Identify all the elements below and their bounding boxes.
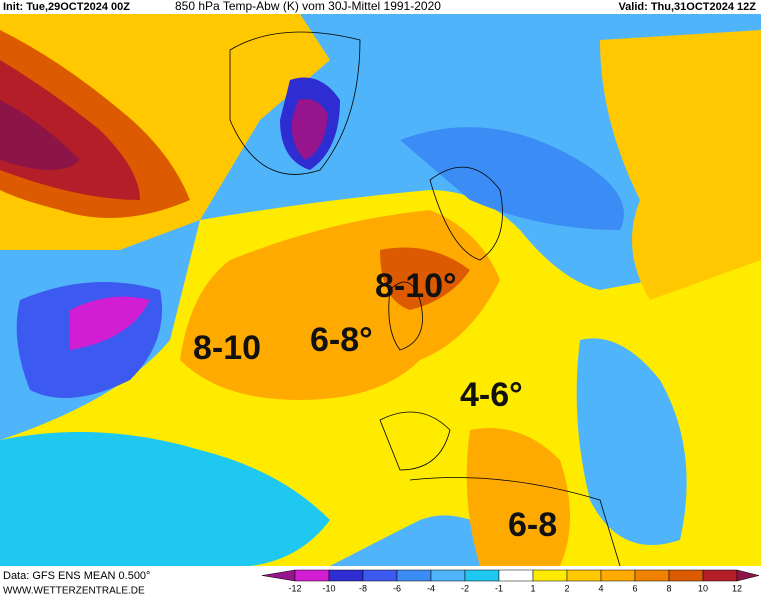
colorbar-label: 8 bbox=[666, 583, 671, 593]
field-hot-max bbox=[0, 100, 80, 170]
annotation: 8-10° bbox=[375, 267, 457, 305]
colorbar-label: 1 bbox=[530, 583, 535, 593]
greenland-coast bbox=[229, 31, 361, 175]
colorbar-label: -6 bbox=[393, 583, 401, 593]
annotation: 8-10 bbox=[193, 329, 261, 367]
africa-coast bbox=[409, 477, 621, 567]
colorbar-swatch bbox=[668, 569, 704, 582]
field-cool-east-med bbox=[576, 338, 687, 545]
colorbar-swatch bbox=[328, 569, 364, 582]
colorbar-label: 2 bbox=[564, 583, 569, 593]
colorbar-label: -1 bbox=[495, 583, 503, 593]
colorbar-label: 4 bbox=[598, 583, 603, 593]
map-title: 850 hPa Temp-Abw (K) vom 30J-Mittel 1991… bbox=[175, 0, 441, 13]
scandinavia-coast bbox=[429, 166, 503, 261]
init-time: Init: Tue,29OCT2024 00Z bbox=[3, 1, 130, 13]
colorbar-swatch bbox=[566, 569, 602, 582]
colorbar-label: -12 bbox=[288, 583, 301, 593]
colorbar-swatch bbox=[634, 569, 670, 582]
website: WWW.WETTERZENTRALE.DE bbox=[3, 586, 145, 597]
colorbar-swatch bbox=[464, 569, 500, 582]
colorbar-label: 10 bbox=[698, 583, 708, 593]
colorbar-label: -10 bbox=[322, 583, 335, 593]
data-source: Data: GFS ENS MEAN 0.500° bbox=[3, 570, 150, 582]
colorbar-label: 6 bbox=[632, 583, 637, 593]
iberia-coast bbox=[379, 411, 451, 471]
field-cold-core bbox=[70, 296, 150, 350]
colorbar-swatch bbox=[396, 569, 432, 582]
colorbar-label: -4 bbox=[427, 583, 435, 593]
header-bar bbox=[0, 0, 761, 14]
colorbar-swatch bbox=[294, 569, 330, 582]
uk-coast bbox=[388, 281, 423, 351]
colorbar-label: -8 bbox=[359, 583, 367, 593]
colorbar-swatch bbox=[702, 569, 738, 582]
colorbar-swatch bbox=[498, 569, 534, 582]
annotation: 6-8° bbox=[310, 321, 373, 359]
colorbar-swatch bbox=[430, 569, 466, 582]
coastlines bbox=[229, 31, 621, 567]
colorbar-label: 12 bbox=[732, 583, 742, 593]
colorbar-swatch bbox=[532, 569, 568, 582]
map: 8-10° 8-10 6-8° 4-6° 6-8 bbox=[0, 14, 761, 567]
colorbar-label: -2 bbox=[461, 583, 469, 593]
field-hot-north-sea bbox=[380, 247, 470, 310]
colorbar: -12 -10 -8 -6 -4 -2 -1 1 2 4 6 8 10 12 bbox=[261, 569, 760, 593]
colorbar-swatch bbox=[600, 569, 636, 582]
annotation: 4-6° bbox=[460, 376, 523, 414]
annotation: 6-8 bbox=[508, 506, 557, 544]
valid-time: Valid: Thu,31OCT2024 12Z bbox=[618, 1, 756, 13]
field-cool-scandinavia bbox=[400, 127, 624, 230]
field-warm-east bbox=[600, 30, 761, 300]
colorbar-swatch bbox=[362, 569, 398, 582]
field-cool-south-atlantic bbox=[0, 432, 330, 566]
field-warm-africa bbox=[466, 428, 570, 566]
colorbar-end bbox=[736, 569, 760, 582]
field-cold-greenland-core bbox=[291, 99, 328, 160]
